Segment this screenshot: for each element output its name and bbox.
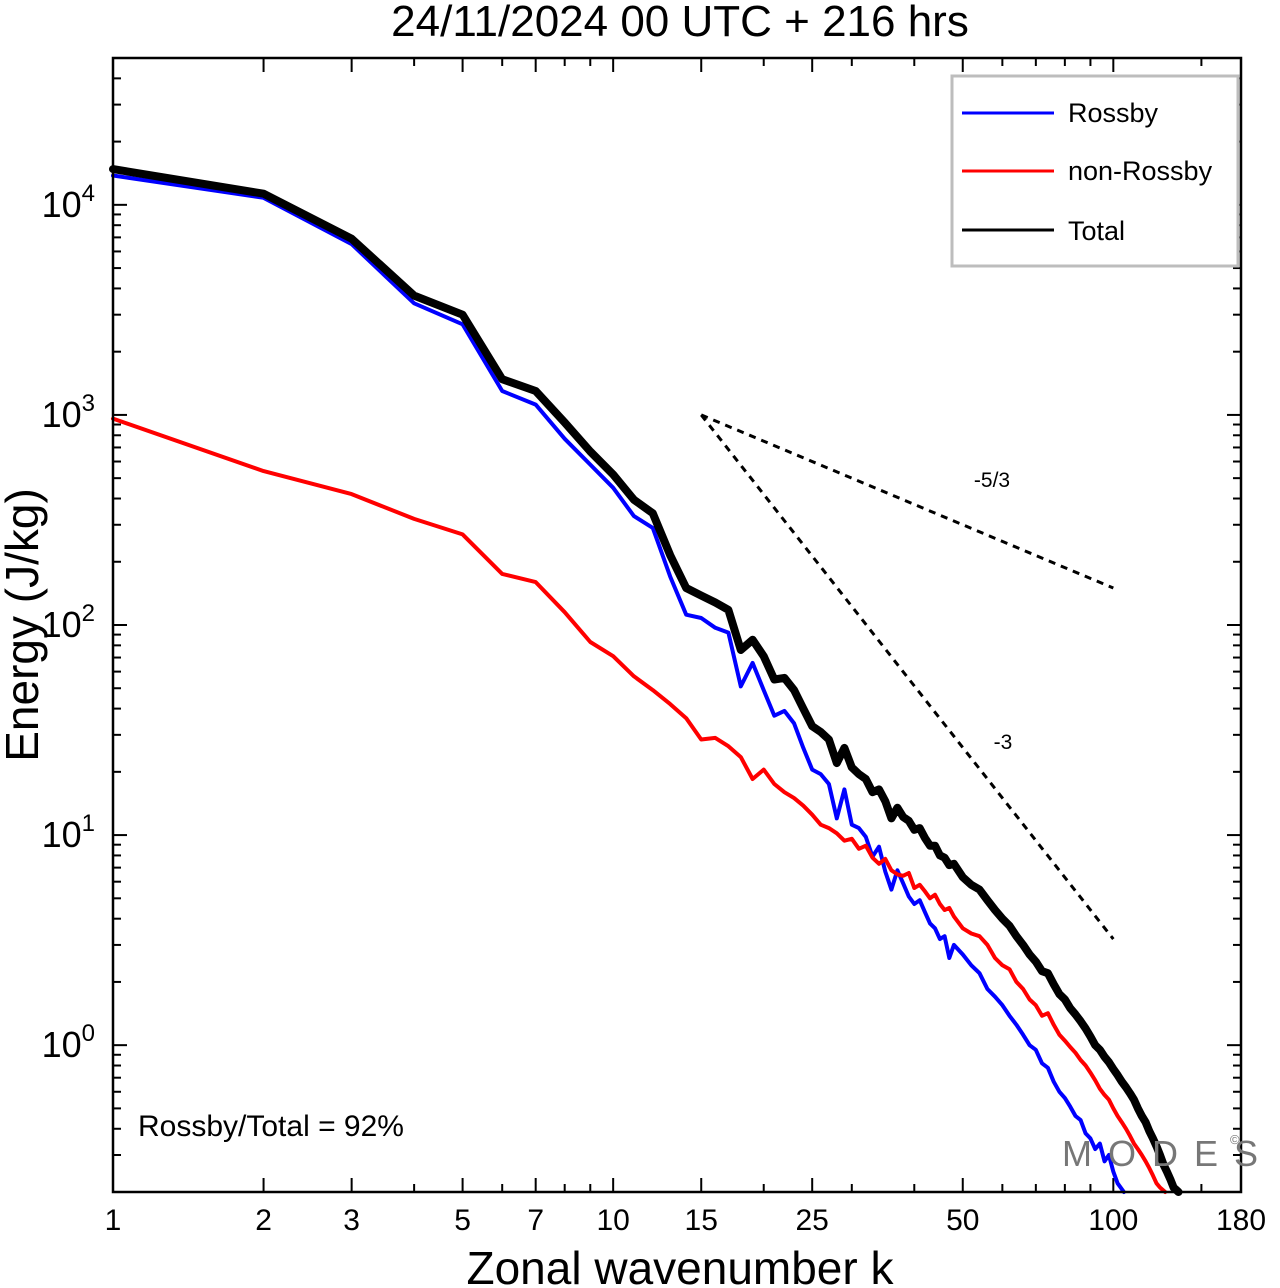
ref-line-five-thirds <box>700 413 1114 590</box>
x-tick-label: 1 <box>105 1204 122 1237</box>
y-tick-label: 100 <box>42 1020 95 1065</box>
chart-title: 24/11/2024 00 UTC + 216 hrs <box>391 0 969 46</box>
ref-line-three <box>700 413 1115 940</box>
y-tick-label: 103 <box>42 390 95 435</box>
y-tick-label: 104 <box>42 180 95 225</box>
x-tick-label: 3 <box>343 1204 360 1237</box>
legend-label-rossby: Rossby <box>1068 98 1159 128</box>
legend-label-non-rossby: non-Rossby <box>1068 156 1213 186</box>
series-line-non-rossby <box>111 416 1168 1194</box>
rossby-ratio-annotation: Rossby/Total = 92% <box>138 1110 404 1143</box>
watermark-text: MODES <box>1062 1133 1274 1174</box>
x-tick-label: 15 <box>685 1204 718 1237</box>
series-lines <box>109 165 1183 1196</box>
x-tick-label: 10 <box>596 1204 629 1237</box>
y-axis-label: Energy (J/kg) <box>0 488 48 762</box>
x-tick-label: 100 <box>1088 1204 1138 1237</box>
ref-line-label-five-thirds: -5/3 <box>974 469 1010 492</box>
x-tick-label: 2 <box>255 1204 272 1237</box>
ref-line-label-three: -3 <box>994 731 1013 754</box>
slope-reference-lines <box>700 413 1115 940</box>
watermark-copyright: © <box>1230 1132 1240 1147</box>
legend-label-total: Total <box>1068 216 1125 246</box>
modes-watermark: MODES © <box>1062 1132 1274 1174</box>
x-tick-label: 5 <box>454 1204 471 1237</box>
x-tick-label: 7 <box>527 1204 544 1237</box>
y-tick-label: 101 <box>42 810 95 855</box>
x-tick-labels: 1 2 3 5 7 10 15 25 50 100 180 <box>105 1204 1266 1237</box>
legend: Rossby non-Rossby Total <box>950 74 1240 268</box>
x-axis-label: Zonal wavenumber k <box>467 1242 895 1288</box>
x-tick-label: 180 <box>1216 1204 1266 1237</box>
series-line-total <box>109 165 1183 1196</box>
x-tick-label: 50 <box>946 1204 979 1237</box>
x-tick-label: 25 <box>796 1204 829 1237</box>
y-tick-labels: 100 101 102 103 104 <box>42 180 95 1065</box>
series-line-rossby <box>111 173 1126 1194</box>
y-tick-label: 102 <box>42 600 95 645</box>
plot-frame <box>111 56 1243 1194</box>
